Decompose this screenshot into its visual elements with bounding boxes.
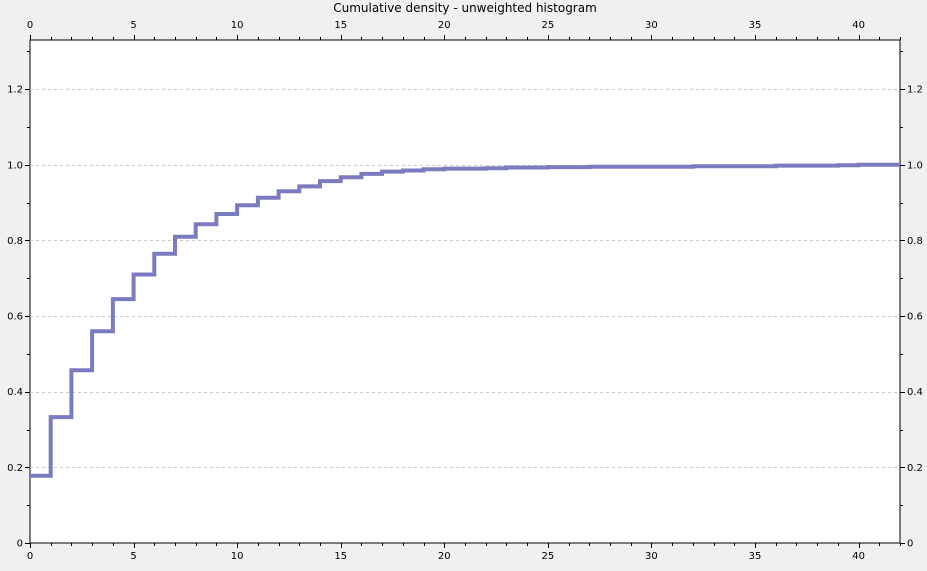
y-tick-label-right: 0.6	[907, 312, 923, 323]
x-tick-label-bottom: 30	[645, 551, 658, 562]
x-tick-label-bottom: 25	[541, 551, 554, 562]
y-tick-label-left: 1.2	[7, 85, 23, 96]
series-layer	[30, 162, 900, 478]
y-tick-label-left: 0	[17, 539, 23, 550]
x-tick-label-bottom: 0	[27, 551, 33, 562]
y-tick-label-left: 0.2	[7, 463, 23, 474]
y-tick-label-left: 0.8	[7, 236, 23, 247]
y-tick-label-left: 0.4	[7, 387, 23, 398]
y-tick-label-right: 0.2	[907, 463, 923, 474]
x-tick-label-top: 5	[130, 20, 136, 31]
y-tick-label-right: 1.2	[907, 85, 923, 96]
x-tick-label-bottom: 40	[852, 551, 865, 562]
y-tick-label-left: 1.0	[7, 160, 23, 171]
x-tick-label-top: 25	[541, 20, 554, 31]
y-tick-label-right: 0.8	[907, 236, 923, 247]
cumulative-step-line	[30, 162, 900, 478]
y-tick-label-right: 1.0	[907, 160, 923, 171]
x-tick-label-bottom: 20	[438, 551, 451, 562]
x-tick-label-top: 35	[749, 20, 762, 31]
x-tick-label-bottom: 10	[231, 551, 244, 562]
x-tick-label-top: 0	[27, 20, 33, 31]
chart-title: Cumulative density - unweighted histogra…	[333, 1, 597, 15]
x-tick-label-top: 30	[645, 20, 658, 31]
plot-area	[29, 39, 901, 544]
x-tick-label-bottom: 5	[130, 551, 136, 562]
x-tick-label-bottom: 35	[749, 551, 762, 562]
x-tick-label-top: 15	[334, 20, 347, 31]
axes: 0 00.2 0.20.4 0.40.6 0.60.8 0.81.0 1.01.2 1.200…	[7, 20, 923, 562]
x-tick-label-top: 20	[438, 20, 451, 31]
x-tick-label-top: 40	[852, 20, 865, 31]
x-tick-label-bottom: 15	[334, 551, 347, 562]
x-tick-label-top: 10	[231, 20, 244, 31]
y-tick-label-right: 0.4	[907, 387, 923, 398]
y-tick-label-right: 0	[907, 539, 913, 550]
y-tick-label-left: 0.6	[7, 312, 23, 323]
